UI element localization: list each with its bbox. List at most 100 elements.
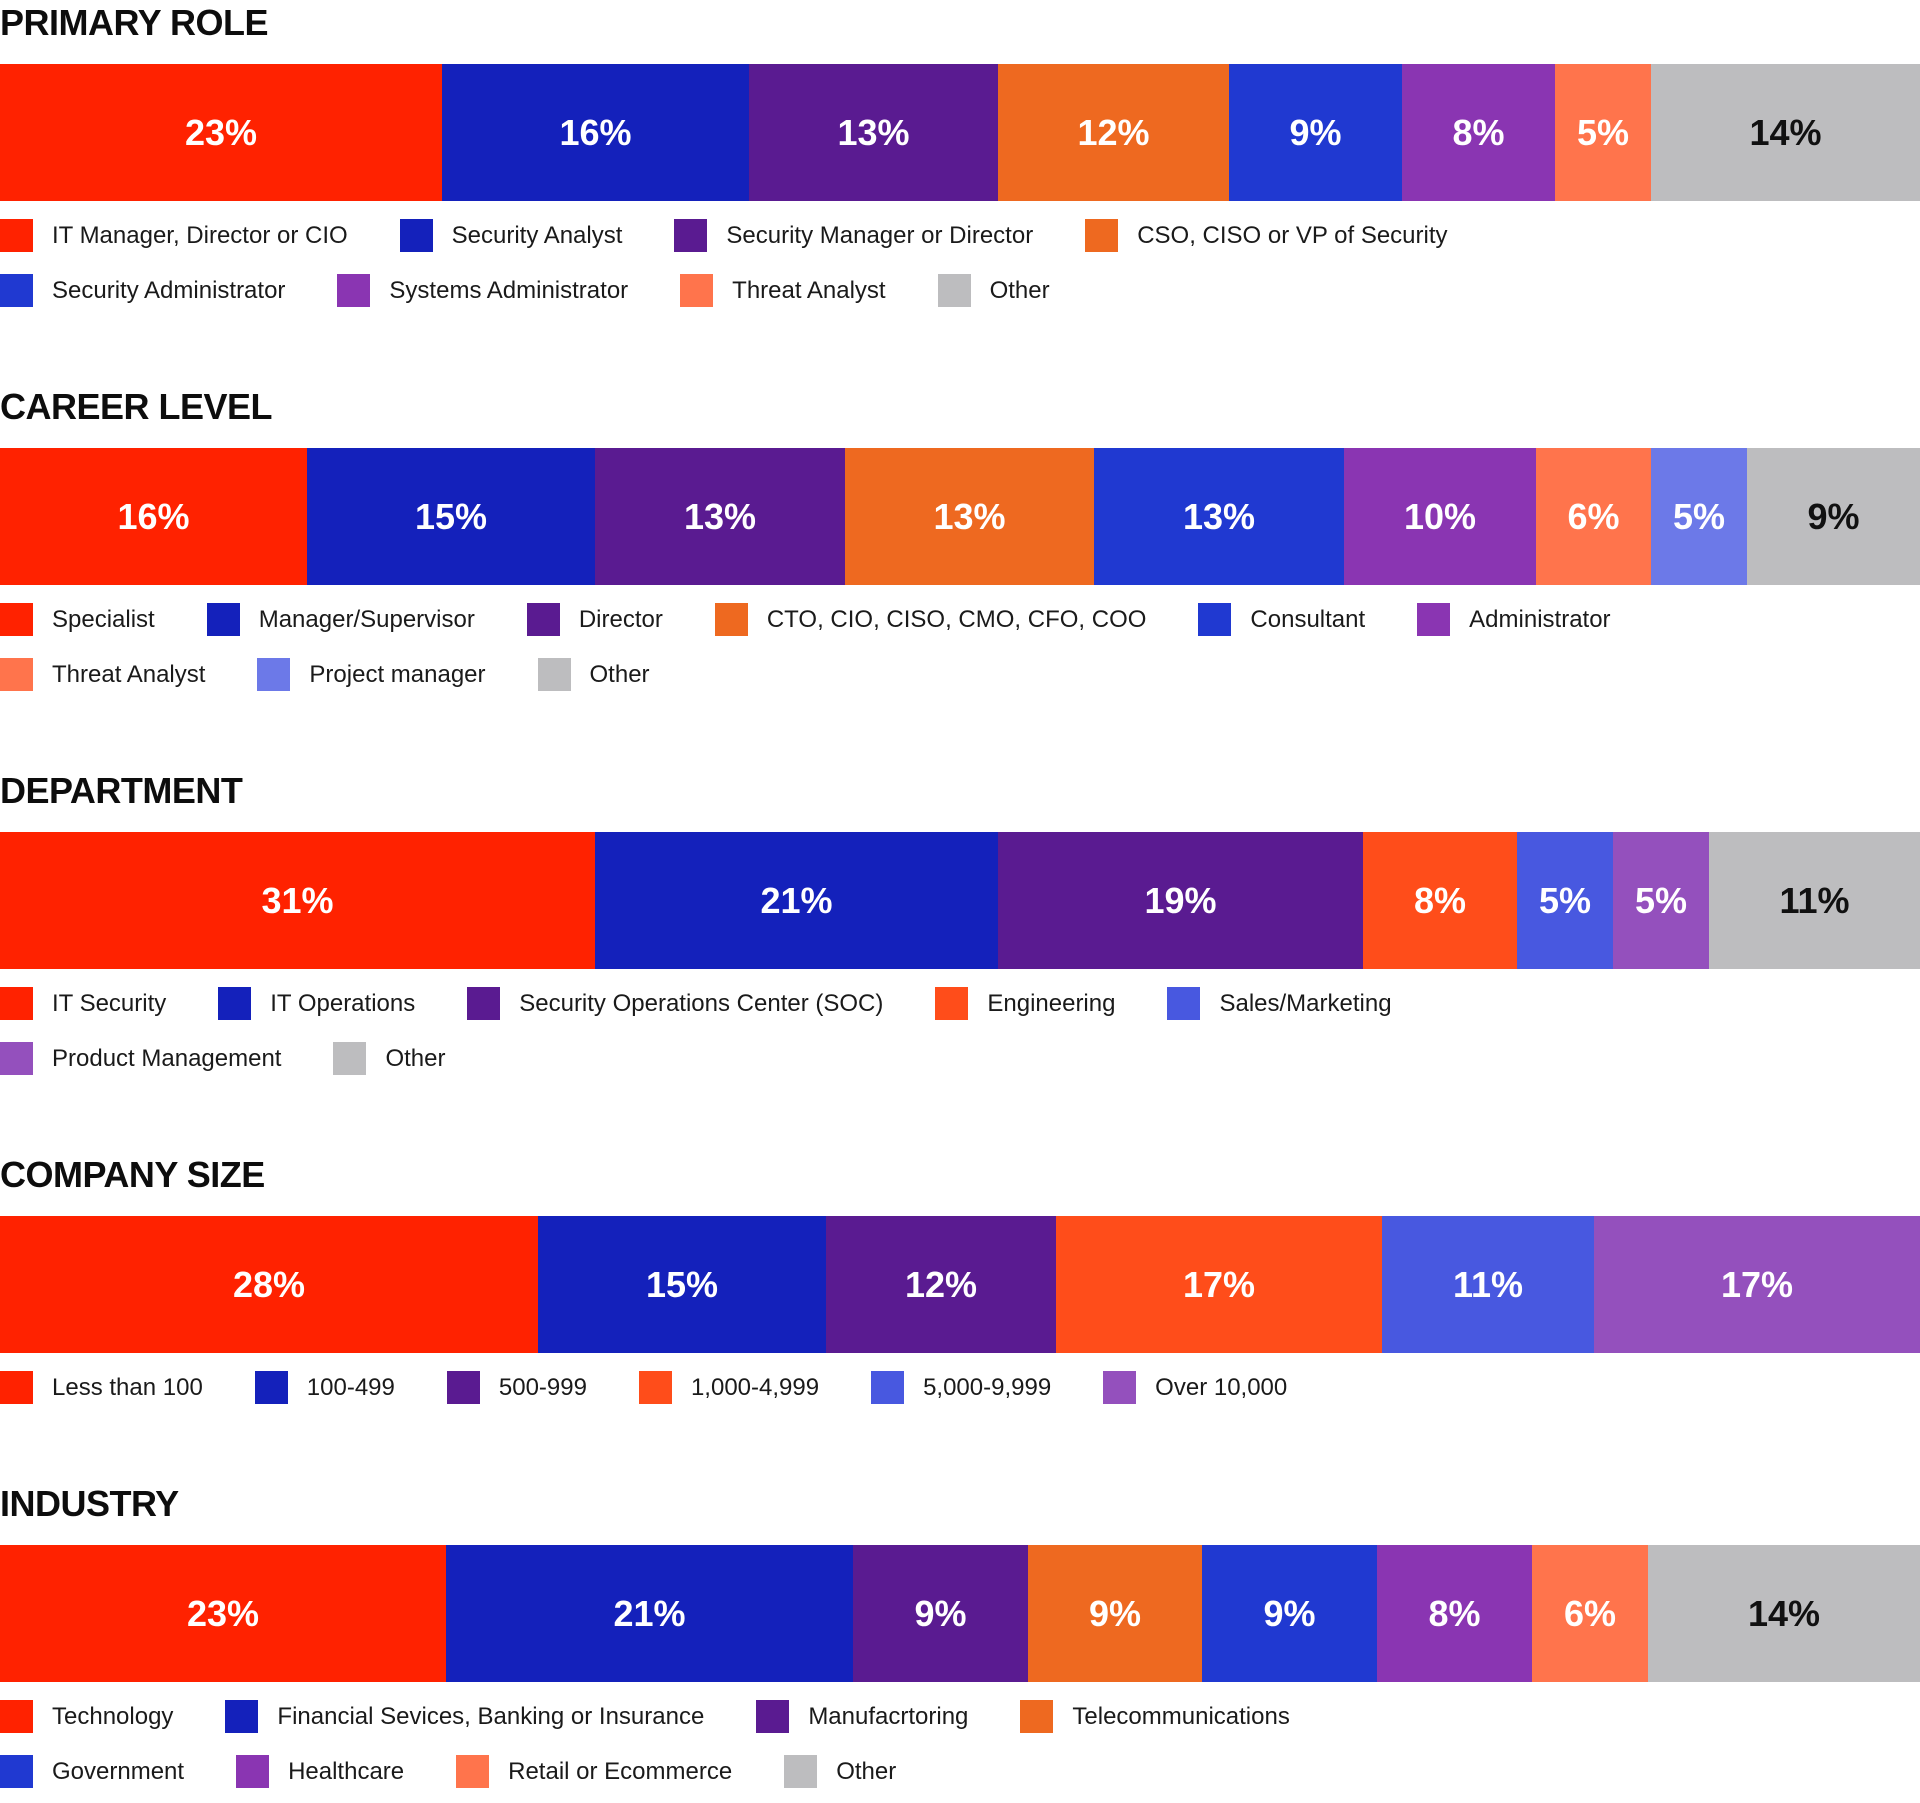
legend-swatch bbox=[1103, 1371, 1137, 1404]
legend-label: Manager/Supervisor bbox=[258, 605, 475, 633]
data-label: 14% bbox=[1749, 111, 1822, 153]
legend-item: Threat Analyst bbox=[680, 274, 886, 307]
legend: IT Security IT Operations Security Operati… bbox=[0, 976, 1920, 1086]
legend-label: Telecommunications bbox=[1072, 1702, 1290, 1730]
legend-label: CSO, CISO or VP of Security bbox=[1137, 221, 1448, 249]
legend-label: Security Operations Center (SOC) bbox=[519, 989, 884, 1017]
legend-swatch bbox=[1085, 219, 1119, 252]
legend-row: Specialist Manager/Supervisor Director CTO,… bbox=[0, 592, 1920, 647]
bar-segment: 5% bbox=[1651, 448, 1747, 585]
legend-label: Systems Administrator bbox=[389, 276, 629, 304]
legend-item: Healthcare bbox=[236, 1755, 404, 1788]
legend-row: Product Management Other bbox=[0, 1031, 1920, 1086]
legend-swatch bbox=[0, 219, 33, 252]
data-label: 12% bbox=[904, 1263, 978, 1305]
legend: Less than 100 100-499 500-999 1,000-4,999 5,… bbox=[0, 1360, 1920, 1415]
legend-label: Sales/Marketing bbox=[1219, 989, 1392, 1017]
legend-row: Threat Analyst Project manager Other bbox=[0, 647, 1920, 702]
legend-swatch bbox=[680, 274, 714, 307]
bar-segment: 15% bbox=[538, 1216, 826, 1353]
bar-segment: 5% bbox=[1555, 64, 1651, 201]
data-label: 23% bbox=[184, 111, 258, 153]
legend-item: Sales/Marketing bbox=[1167, 987, 1392, 1020]
legend-label: Financial Sevices, Banking or Insurance bbox=[277, 1702, 705, 1730]
legend-label: Retail or Ecommerce bbox=[508, 1757, 733, 1785]
legend-item: Telecommunications bbox=[1020, 1700, 1290, 1733]
legend-label: Other bbox=[989, 276, 1050, 304]
data-label: 5% bbox=[1672, 495, 1726, 537]
legend-item: Systems Administrator bbox=[337, 274, 628, 307]
data-label: 11% bbox=[1779, 879, 1850, 921]
legend-item: Technology bbox=[0, 1700, 173, 1733]
legend-label: Security Analyst bbox=[451, 221, 623, 249]
legend-label: Threat Analyst bbox=[732, 276, 886, 304]
legend-swatch bbox=[937, 274, 971, 307]
legend-swatch bbox=[399, 219, 433, 252]
legend-label: Director bbox=[578, 605, 663, 633]
legend-swatch bbox=[871, 1371, 905, 1404]
data-label: 5% bbox=[1576, 111, 1630, 153]
legend-swatch bbox=[333, 1042, 367, 1075]
chart-title: DEPARTMENT bbox=[0, 770, 243, 811]
legend-swatch bbox=[1417, 603, 1451, 636]
data-label: 8% bbox=[1413, 879, 1467, 921]
legend-swatch bbox=[756, 1700, 790, 1733]
data-label: 5% bbox=[1538, 879, 1592, 921]
bar-segment: 16% bbox=[0, 448, 307, 585]
bar-segment: 17% bbox=[1594, 1216, 1920, 1353]
bar-segment: 8% bbox=[1377, 1545, 1532, 1682]
bar-segment: 5% bbox=[1613, 832, 1709, 969]
bar-segment: 14% bbox=[1648, 1545, 1920, 1682]
legend-item: Security Operations Center (SOC) bbox=[467, 987, 883, 1020]
legend-swatch bbox=[0, 1700, 33, 1733]
chart-title: PRIMARY ROLE bbox=[0, 2, 269, 43]
data-label: 9% bbox=[1807, 495, 1860, 537]
bar-segment: 12% bbox=[826, 1216, 1056, 1353]
legend-swatch bbox=[0, 603, 33, 636]
legend-item: Specialist bbox=[0, 603, 155, 636]
legend-item: 500-999 bbox=[446, 1371, 587, 1404]
data-label: 31% bbox=[261, 879, 334, 921]
legend-item: CTO, CIO, CISO, CMO, CFO, COO bbox=[714, 603, 1146, 636]
legend-item: Government bbox=[0, 1755, 184, 1788]
bar-segment: 17% bbox=[1056, 1216, 1382, 1353]
legend-label: Product Management bbox=[52, 1044, 282, 1072]
data-label: 14% bbox=[1747, 1592, 1821, 1634]
legend-swatch bbox=[0, 1755, 33, 1788]
legend-item: Administrator bbox=[1417, 603, 1611, 636]
legend-swatch bbox=[537, 658, 571, 691]
stacked-bar: 23% 21% 9% 9% 9% 8% 6% 14% bbox=[0, 1545, 1920, 1682]
data-label: 17% bbox=[1720, 1263, 1794, 1305]
data-label: 13% bbox=[933, 495, 1006, 537]
legend-swatch bbox=[337, 274, 371, 307]
legend: Specialist Manager/Supervisor Director CTO,… bbox=[0, 592, 1920, 702]
legend-label: Threat Analyst bbox=[52, 660, 206, 688]
legend-item: Security Administrator bbox=[0, 274, 285, 307]
legend-item: Engineering bbox=[935, 987, 1115, 1020]
legend-swatch bbox=[254, 1371, 288, 1404]
legend-item: Manager/Supervisor bbox=[206, 603, 475, 636]
legend-label: 5,000-9,999 bbox=[923, 1373, 1052, 1401]
legend-swatch bbox=[218, 987, 252, 1020]
legend-label: Security Manager or Director bbox=[726, 221, 1034, 249]
data-label: 16% bbox=[117, 495, 190, 537]
data-label: 13% bbox=[1182, 495, 1256, 537]
legend-swatch bbox=[446, 1371, 480, 1404]
legend-label: Other bbox=[836, 1757, 897, 1785]
data-label: 5% bbox=[1634, 879, 1688, 921]
data-label: 16% bbox=[559, 111, 632, 153]
bar-segment: 16% bbox=[442, 64, 749, 201]
legend-label: Less than 100 bbox=[52, 1373, 203, 1401]
legend-label: Specialist bbox=[52, 605, 155, 633]
legend-label: IT Operations bbox=[270, 989, 416, 1017]
legend-swatch bbox=[0, 658, 33, 691]
legend-item: Over 10,000 bbox=[1103, 1371, 1287, 1404]
legend-item: Product Management bbox=[0, 1042, 281, 1075]
bar-segment: 23% bbox=[0, 64, 442, 201]
legend-label: Administrator bbox=[1469, 605, 1611, 633]
bar-segment: 14% bbox=[1651, 64, 1920, 201]
legend-label: Technology bbox=[52, 1702, 174, 1730]
bar-segment: 11% bbox=[1382, 1216, 1594, 1353]
data-label: 11% bbox=[1452, 1263, 1524, 1305]
legend-row: Technology Financial Sevices, Banking or … bbox=[0, 1689, 1920, 1744]
